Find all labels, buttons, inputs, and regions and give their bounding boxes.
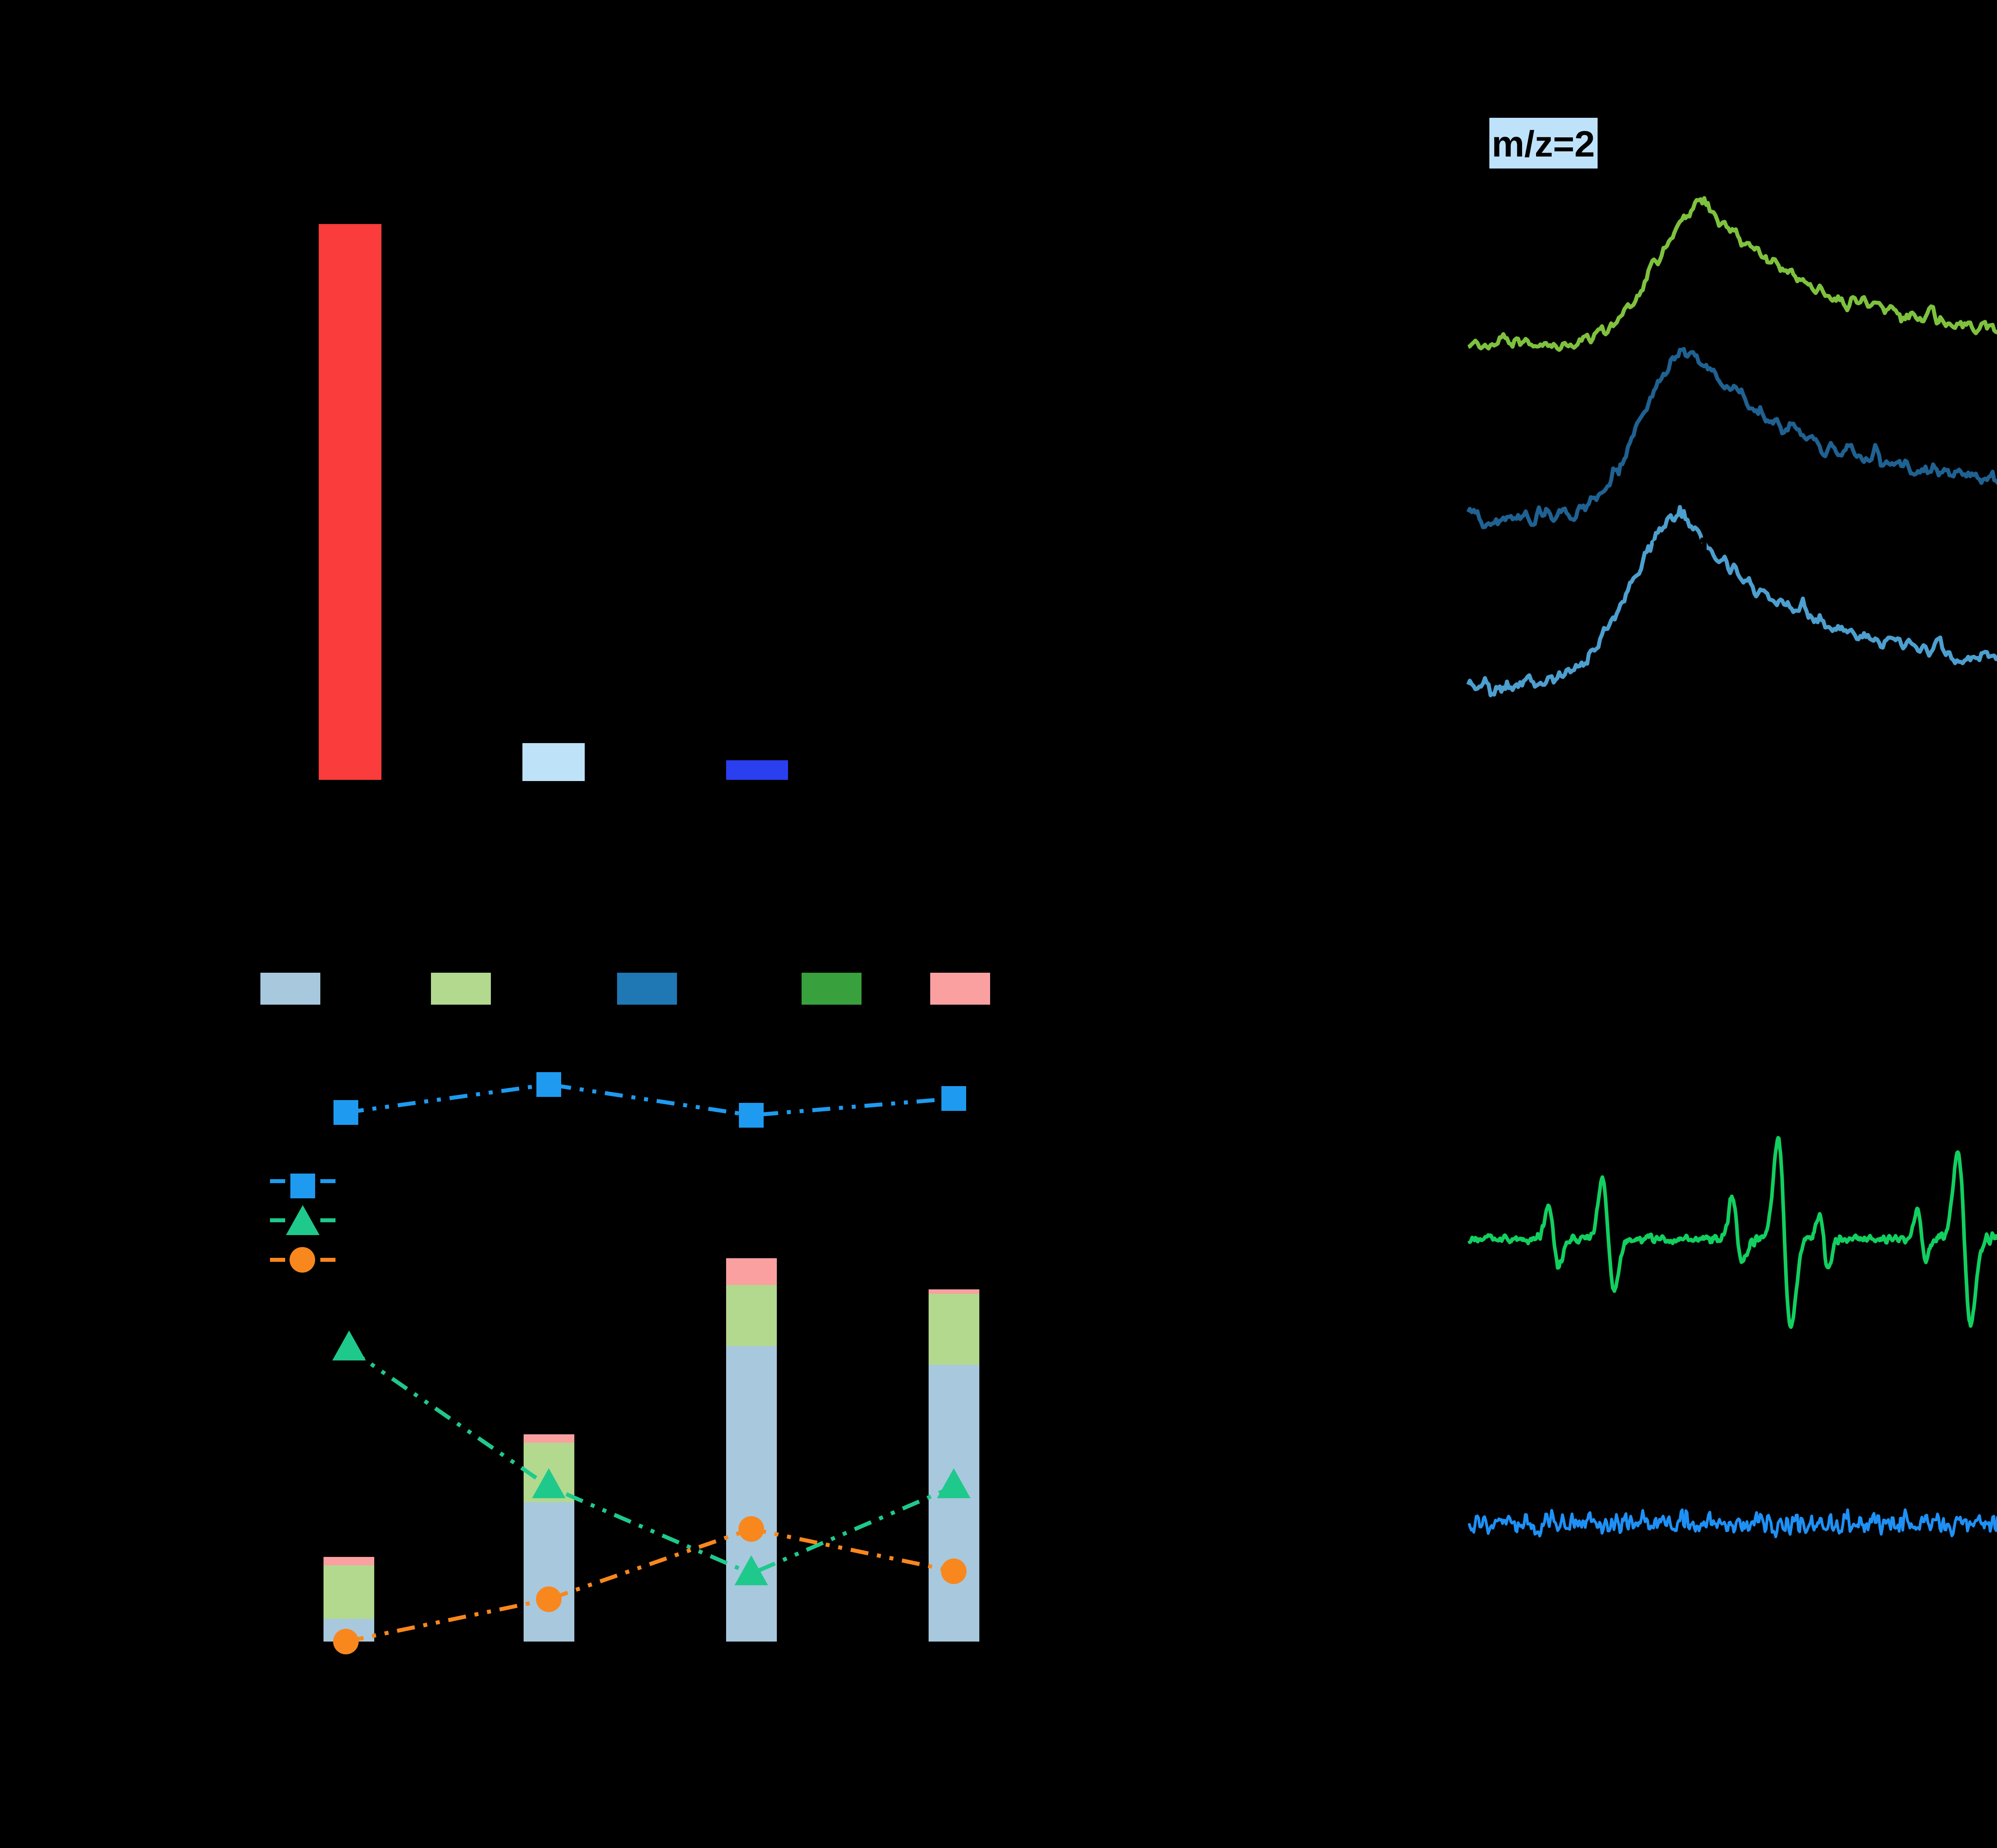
svg-text:Gain factor: Gain factor — [345, 1244, 531, 1284]
svg-text:◇ DMPO-OH: ◇ DMPO-OH — [1491, 986, 1698, 1026]
svg-text:(d): (d) — [1250, 938, 1301, 983]
svg-text:◇: ◇ — [1591, 1140, 1614, 1171]
svg-text:30.0: 30.0 — [723, 717, 791, 757]
svg-text:3510: 3510 — [1904, 1636, 1983, 1675]
svg-text:✱: ✱ — [1834, 1194, 1857, 1225]
svg-text:1.2×10⁻¹²: 1.2×10⁻¹² — [1287, 309, 1438, 349]
svg-text:◇: ◇ — [1946, 1103, 1969, 1134]
svg-text:CO: CO — [867, 970, 920, 1009]
svg-text:50: 50 — [1452, 867, 1491, 906]
svg-text:∨ DMPO-CH₃: ∨ DMPO-CH₃ — [1491, 1029, 1711, 1068]
svg-text:200: 200 — [1721, 867, 1780, 906]
svg-text:100: 100 — [1535, 867, 1594, 906]
svg-text:40: 40 — [177, 1349, 216, 1388]
svg-text:✱: ✱ — [1519, 1192, 1543, 1223]
svg-text:55.2: 55.2 — [519, 699, 588, 738]
svg-text:✱: ✱ — [1680, 1187, 1703, 1218]
svg-text:8.0×10⁻¹³: 8.0×10⁻¹³ — [1287, 631, 1438, 670]
svg-text:3500: 3500 — [1786, 1636, 1864, 1675]
svg-text:3490: 3490 — [1667, 1636, 1745, 1675]
svg-text:200: 200 — [113, 627, 172, 667]
svg-text:1000: 1000 — [93, 83, 172, 123]
svg-text:(b): (b) — [1270, 64, 1321, 109]
svg-text:100: 100 — [157, 938, 216, 978]
svg-text:60: 60 — [177, 1214, 216, 1253]
svg-text:0: 0 — [152, 760, 172, 800]
svg-text:400: 400 — [113, 492, 172, 531]
svg-text:250: 250 — [1814, 867, 1873, 906]
svg-text:Oxygenates: Oxygenates — [345, 1161, 545, 1201]
svg-text:CO₂: CO₂ — [996, 970, 1064, 1009]
svg-text:∨: ∨ — [1541, 1164, 1561, 1195]
svg-text:179: 179 — [1692, 156, 1751, 195]
svg-text:1.4×10⁻¹²: 1.4×10⁻¹² — [1287, 149, 1438, 188]
svg-text:1.0×10⁻¹²: 1.0×10⁻¹² — [1287, 470, 1438, 510]
svg-text:H₂O₂ conversion: H₂O₂ conversion — [345, 1200, 627, 1240]
svg-text:✱ DMPO-OOH: ✱ DMPO-OOH — [1496, 1077, 1732, 1116]
svg-text:0: 0 — [1146, 1622, 1166, 1662]
svg-text:36.1: 36.1 — [927, 712, 995, 751]
svg-text:(c): (c) — [76, 930, 125, 975]
svg-text:60: 60 — [1146, 1280, 1185, 1320]
svg-text:600: 600 — [113, 356, 172, 395]
svg-text:Intensity (a.u.): Intensity (a.u.) — [1348, 1188, 1390, 1448]
svg-text:∨: ∨ — [1722, 1150, 1743, 1182]
svg-text:300: 300 — [1907, 867, 1966, 906]
svg-text:m/z=2: m/z=2 — [1492, 124, 1595, 165]
svg-text:H₂O₂ yield (mmol g₁ h₁): H₂O₂ yield (mmol g₁ h₁) — [58, 289, 100, 717]
svg-text:H₂O₂ conversion / Gain factor: H₂O₂ conversion / Gain factor (%) — [1190, 1000, 1233, 1612]
svg-text:Field / Gauss: Field / Gauss — [1766, 1713, 1997, 1755]
svg-text:170: 170 — [1662, 305, 1720, 345]
svg-text:3480: 3480 — [1548, 1636, 1627, 1675]
svg-text:100: 100 — [1146, 1052, 1205, 1092]
svg-text:MS signal (a.u.): MS signal (a.u.) — [1236, 351, 1278, 632]
svg-text:(a): (a) — [76, 46, 125, 91]
svg-text:20: 20 — [177, 1484, 216, 1523]
svg-text:CH₃OH: CH₃OH — [326, 970, 446, 1009]
svg-text:◇: ◇ — [1767, 1090, 1790, 1121]
svg-text:0: 0 — [196, 1622, 216, 1662]
svg-text:80: 80 — [1146, 1166, 1185, 1206]
svg-text:Temperature (°C): Temperature (°C) — [1732, 920, 1997, 963]
svg-text:6.0×10⁻¹³: 6.0×10⁻¹³ — [1287, 791, 1438, 831]
svg-text:820.5: 820.5 — [306, 182, 394, 221]
svg-text:20: 20 — [1146, 1508, 1185, 1548]
svg-text:164: 164 — [1652, 530, 1710, 569]
svg-text:∨: ∨ — [1996, 1172, 1997, 1203]
svg-text:800: 800 — [113, 220, 172, 260]
svg-text:120: 120 — [1146, 938, 1205, 978]
svg-text:150: 150 — [1628, 867, 1687, 906]
svg-text:40: 40 — [1146, 1394, 1185, 1434]
svg-text:HCOOH: HCOOH — [683, 970, 814, 1009]
svg-text:Production rate (mmol g₁ h₁): Production rate (mmol g₁ h₁) — [85, 1045, 128, 1566]
svg-text:∨: ∨ — [1811, 1179, 1831, 1210]
svg-text:3470: 3470 — [1430, 1636, 1508, 1675]
svg-text:80: 80 — [177, 1076, 216, 1116]
svg-text:∨: ∨ — [1908, 1168, 1928, 1199]
